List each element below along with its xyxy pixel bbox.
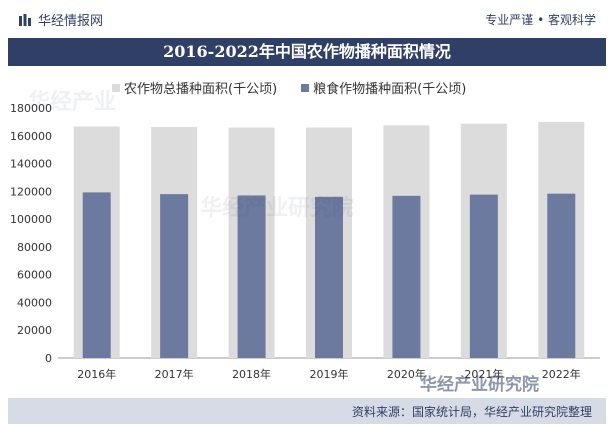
legend-item-grain: 粮食作物播种面积(千公顷)	[301, 78, 466, 97]
top-bar: 华经情报网 专业严谨 • 客观科学	[0, 0, 614, 38]
bar-grain-sown-area	[82, 192, 111, 358]
footer-logo-text: 华经产业研究院	[420, 375, 539, 395]
y-tick-label: 140000	[10, 158, 52, 171]
y-tick-label: 120000	[10, 185, 52, 198]
legend-label-grain: 粮食作物播种面积(千公顷)	[313, 82, 467, 97]
bar-chart-icon	[19, 13, 31, 26]
watermark-logo-1: 华经产业	[28, 90, 117, 115]
x-tick-label: 2020年	[387, 367, 426, 381]
x-tick-label: 2018年	[232, 367, 271, 381]
x-tick-label: 2017年	[155, 367, 194, 381]
legend-swatch-grain	[301, 83, 310, 92]
x-tick-label: 2022年	[542, 367, 581, 381]
source-note: 资料来源：国家统计局，华经产业研究院整理	[351, 405, 592, 419]
legend-item-total: 农作物总播种面积(千公顷)	[112, 78, 277, 97]
bar-grain-sown-area	[392, 195, 421, 358]
y-tick-label: 60000	[17, 269, 52, 282]
bar-grain-sown-area	[547, 193, 576, 358]
y-tick-label: 160000	[10, 130, 52, 143]
y-tick-label: 180000	[10, 102, 52, 115]
bar-grain-sown-area	[160, 194, 189, 358]
bar-grain-sown-area	[237, 195, 266, 358]
brand: 华经情报网	[18, 10, 103, 29]
x-tick-label: 2016年	[77, 367, 116, 381]
y-tick-label: 100000	[10, 213, 52, 226]
legend-label-total: 农作物总播种面积(千公顷)	[124, 82, 278, 97]
footer-bar: 资料来源：国家统计局，华经产业研究院整理	[8, 398, 606, 424]
y-tick-label: 20000	[17, 324, 52, 337]
watermark-logo-2: 华经产业研究院	[200, 196, 355, 221]
chart-title: 2016-2022年中国农作物播种面积情况	[163, 42, 451, 61]
legend-swatch-total	[112, 83, 120, 92]
y-tick-label: 40000	[17, 296, 52, 309]
y-tick-label: 0	[45, 352, 52, 365]
brand-name: 华经情报网	[38, 14, 104, 29]
slogan: 专业严谨 • 客观科学	[485, 13, 596, 27]
bar-grain-sown-area	[469, 194, 498, 358]
title-bar: 2016-2022年中国农作物播种面积情况	[8, 38, 606, 66]
chart-legend: 农作物总播种面积(千公顷) 粮食作物播种面积(千公顷)	[112, 78, 466, 97]
x-tick-label: 2019年	[310, 367, 349, 381]
x-tick-label: 2021年	[464, 367, 503, 381]
y-tick-label: 80000	[17, 241, 52, 254]
bar-grain-sown-area	[315, 196, 343, 358]
